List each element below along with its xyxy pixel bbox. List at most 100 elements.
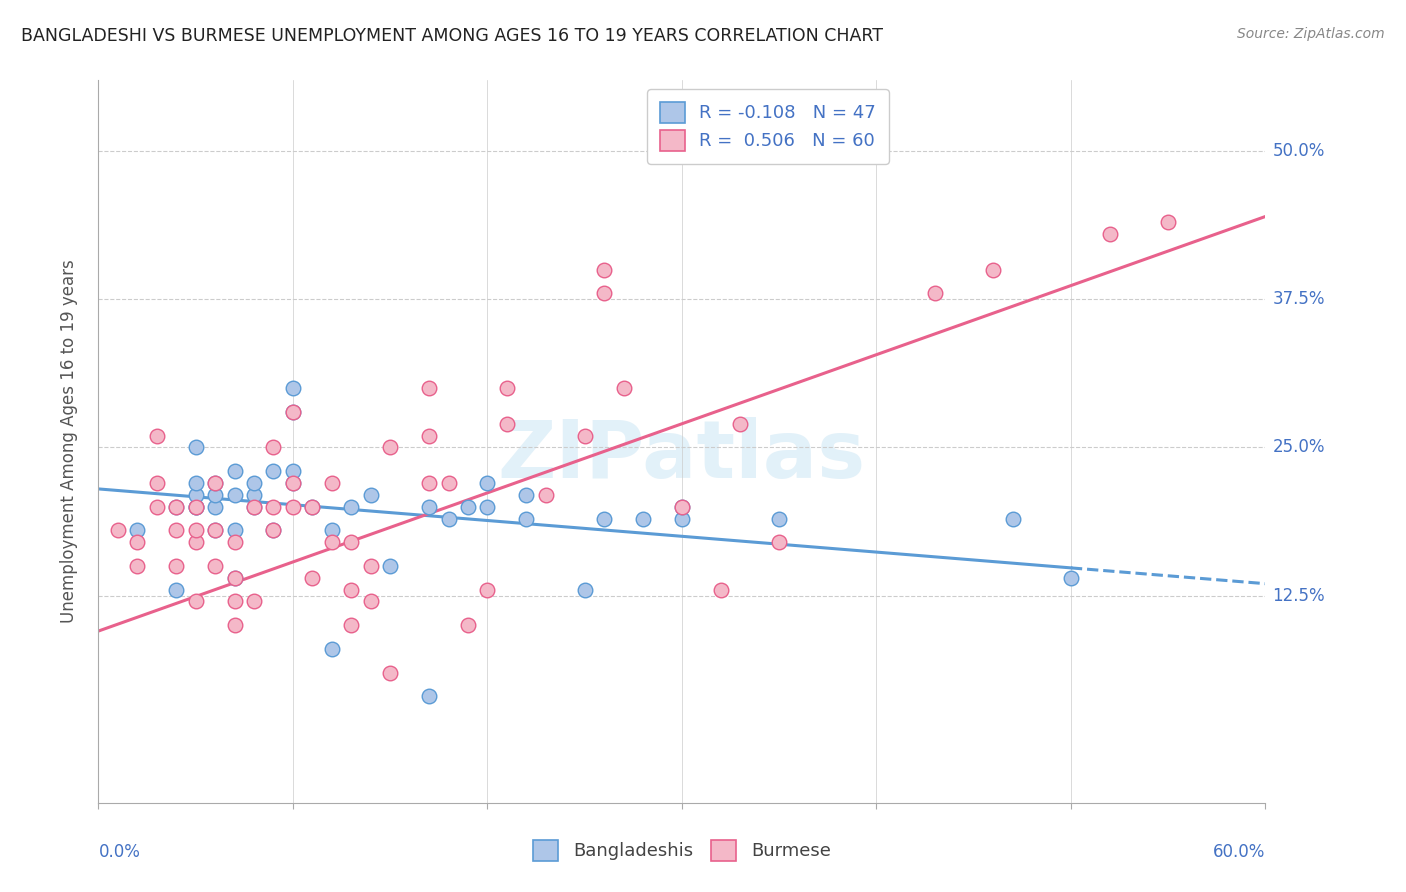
Point	[204, 475, 226, 490]
Point	[477, 582, 499, 597]
Point	[515, 488, 537, 502]
Point	[574, 582, 596, 597]
Point	[360, 488, 382, 502]
Point	[146, 475, 169, 490]
Text: 25.0%: 25.0%	[1272, 439, 1324, 457]
Point	[281, 405, 304, 419]
Point	[262, 441, 284, 455]
Point	[437, 511, 460, 525]
Point	[281, 500, 304, 514]
Text: 37.5%: 37.5%	[1272, 291, 1324, 309]
Point	[534, 488, 557, 502]
Point	[184, 475, 207, 490]
Point	[321, 535, 343, 549]
Point	[671, 500, 693, 514]
Point	[224, 464, 246, 478]
Point	[204, 475, 226, 490]
Point	[184, 524, 207, 538]
Point	[281, 381, 304, 395]
Point	[262, 500, 284, 514]
Point	[146, 428, 169, 442]
Point	[768, 535, 790, 549]
Point	[243, 475, 266, 490]
Text: Source: ZipAtlas.com: Source: ZipAtlas.com	[1237, 27, 1385, 41]
Point	[730, 417, 752, 431]
Point	[165, 524, 187, 538]
Point	[496, 381, 519, 395]
Point	[477, 475, 499, 490]
Point	[204, 500, 226, 514]
Point	[321, 524, 343, 538]
Point	[1098, 227, 1121, 242]
Point	[165, 500, 187, 514]
Point	[593, 262, 616, 277]
Point	[224, 571, 246, 585]
Point	[340, 618, 363, 632]
Point	[224, 618, 246, 632]
Point	[262, 524, 284, 538]
Point	[281, 405, 304, 419]
Point	[107, 524, 129, 538]
Point	[380, 558, 402, 573]
Point	[301, 571, 323, 585]
Point	[243, 500, 266, 514]
Point	[321, 641, 343, 656]
Legend: Bangladeshis, Burmese: Bangladeshis, Burmese	[520, 827, 844, 873]
Point	[1001, 511, 1024, 525]
Text: 60.0%: 60.0%	[1213, 843, 1265, 861]
Point	[418, 689, 440, 703]
Point	[631, 511, 654, 525]
Point	[981, 262, 1004, 277]
Point	[184, 500, 207, 514]
Text: ZIPatlas: ZIPatlas	[498, 417, 866, 495]
Point	[924, 286, 946, 301]
Point	[184, 535, 207, 549]
Point	[127, 535, 149, 549]
Point	[281, 464, 304, 478]
Text: 50.0%: 50.0%	[1272, 143, 1324, 161]
Point	[184, 488, 207, 502]
Point	[437, 475, 460, 490]
Point	[340, 500, 363, 514]
Point	[321, 475, 343, 490]
Point	[224, 535, 246, 549]
Point	[224, 571, 246, 585]
Point	[184, 441, 207, 455]
Point	[281, 475, 304, 490]
Point	[671, 500, 693, 514]
Point	[340, 535, 363, 549]
Point	[165, 582, 187, 597]
Point	[418, 500, 440, 514]
Point	[477, 500, 499, 514]
Point	[184, 500, 207, 514]
Point	[418, 428, 440, 442]
Point	[204, 524, 226, 538]
Point	[204, 558, 226, 573]
Point	[457, 500, 479, 514]
Point	[496, 417, 519, 431]
Point	[165, 558, 187, 573]
Point	[243, 594, 266, 608]
Point	[768, 511, 790, 525]
Point	[360, 594, 382, 608]
Text: 0.0%: 0.0%	[98, 843, 141, 861]
Point	[380, 665, 402, 680]
Point	[340, 582, 363, 597]
Point	[593, 286, 616, 301]
Point	[281, 475, 304, 490]
Point	[710, 582, 733, 597]
Point	[515, 511, 537, 525]
Point	[224, 524, 246, 538]
Point	[262, 464, 284, 478]
Point	[574, 428, 596, 442]
Point	[184, 500, 207, 514]
Point	[224, 488, 246, 502]
Point	[593, 511, 616, 525]
Point	[262, 524, 284, 538]
Point	[184, 594, 207, 608]
Point	[146, 500, 169, 514]
Text: BANGLADESHI VS BURMESE UNEMPLOYMENT AMONG AGES 16 TO 19 YEARS CORRELATION CHART: BANGLADESHI VS BURMESE UNEMPLOYMENT AMON…	[21, 27, 883, 45]
Text: 12.5%: 12.5%	[1272, 587, 1324, 605]
Point	[224, 594, 246, 608]
Point	[380, 441, 402, 455]
